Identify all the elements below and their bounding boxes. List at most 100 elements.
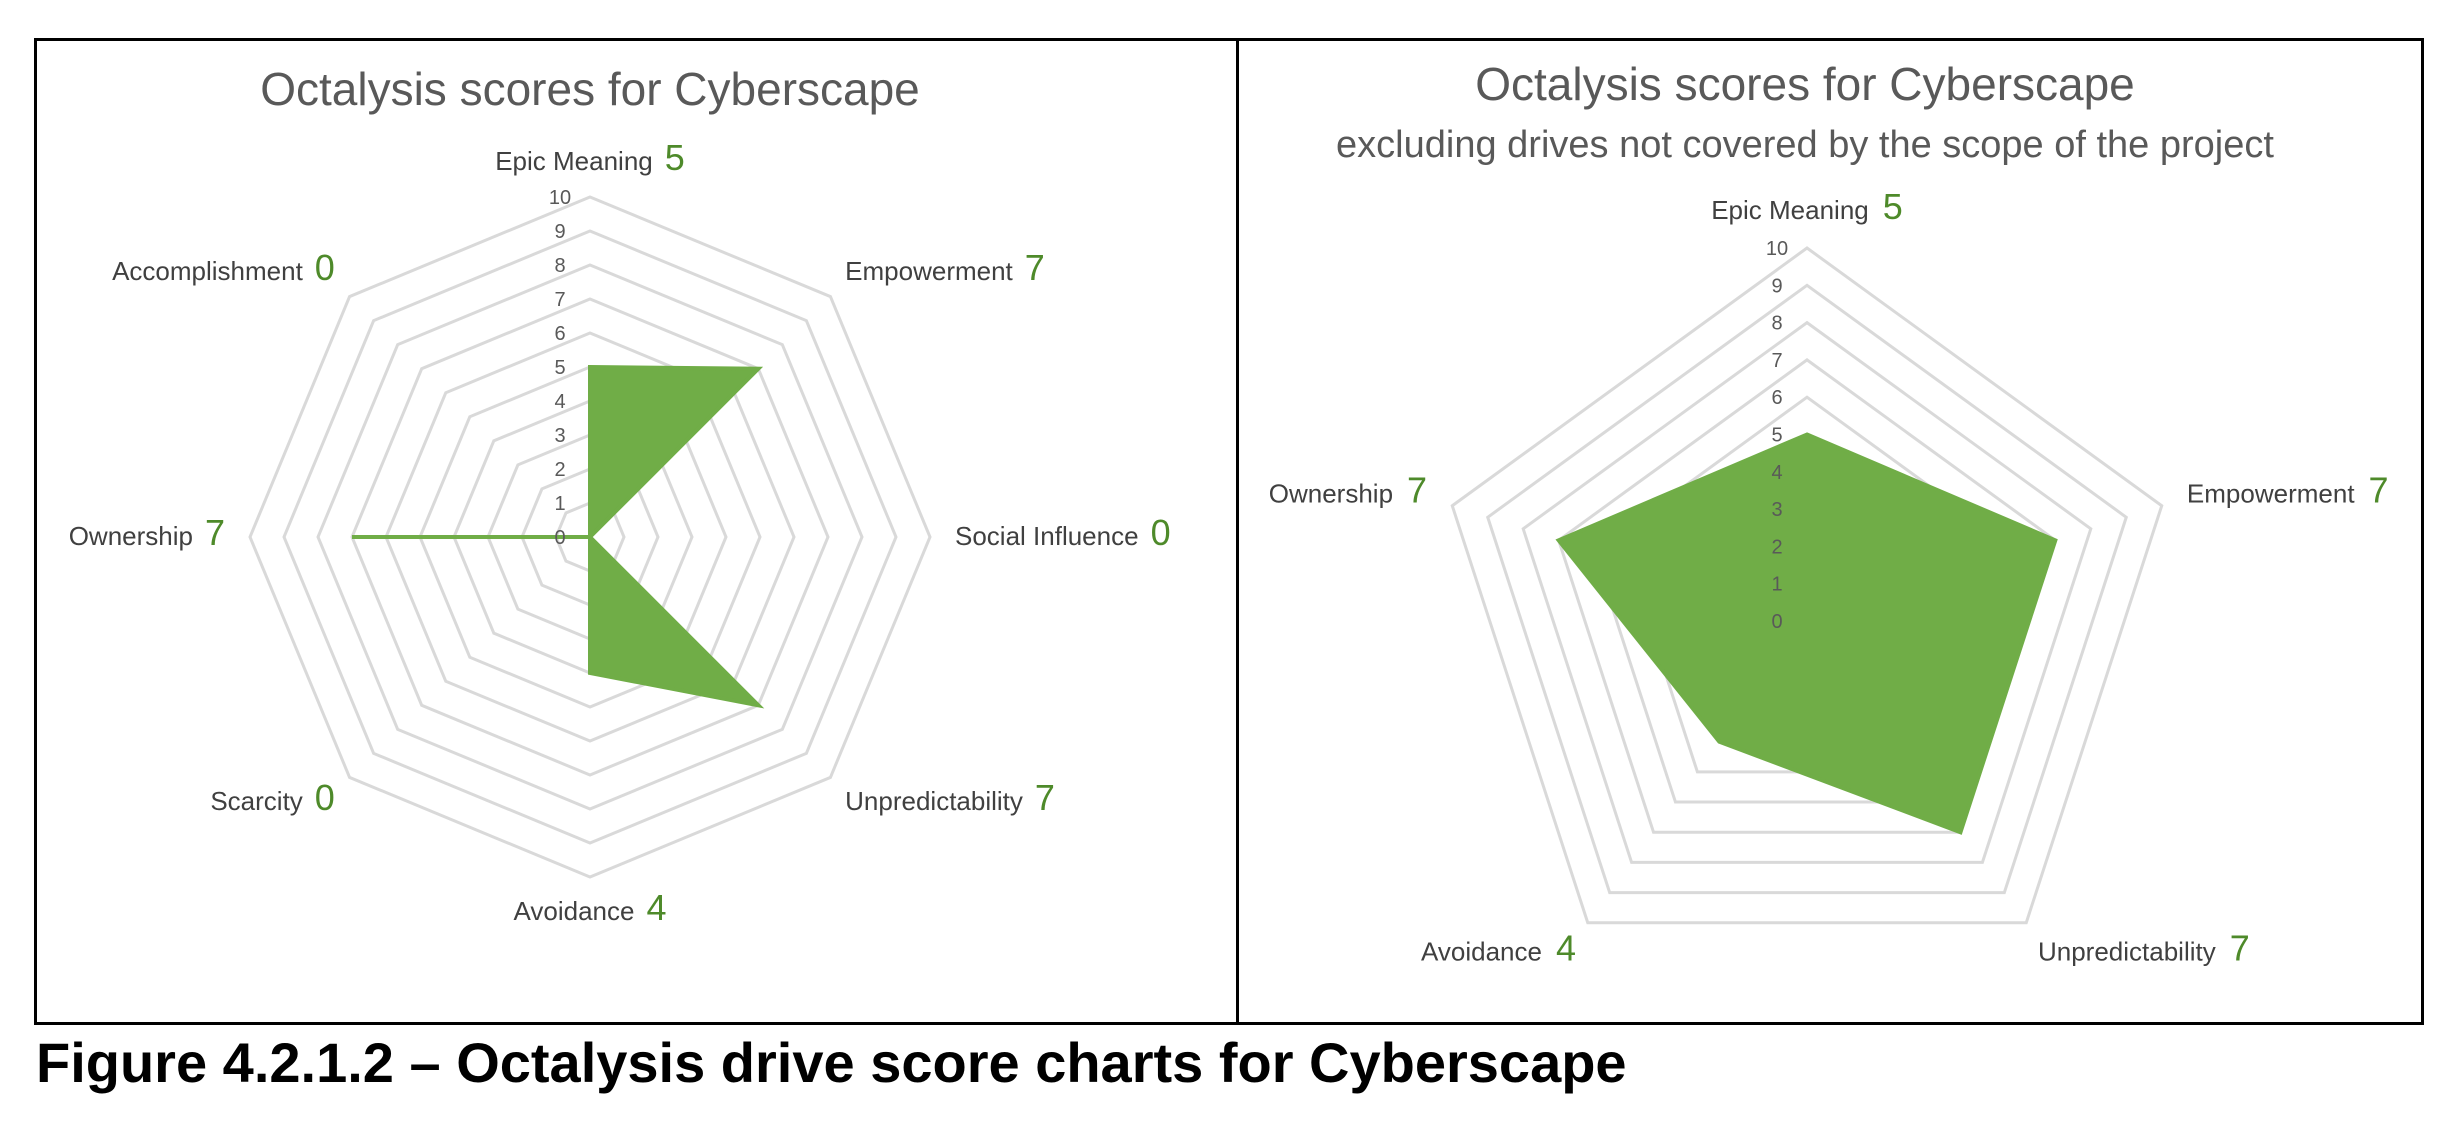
category-empowerment: Empowerment 7: [845, 247, 1045, 288]
tick-label-5: 5: [554, 357, 565, 379]
tick-label-7: 7: [554, 289, 565, 311]
grid-ring-8: [1521, 320, 2093, 864]
value-label: 4: [646, 887, 666, 928]
value-label: 0: [1151, 512, 1171, 553]
tick-label-4: 4: [1771, 462, 1782, 484]
grid-ring-9: [1485, 283, 2129, 895]
tick-label-9: 9: [554, 221, 565, 243]
value-label: 5: [665, 137, 685, 178]
grid-ring-6: [384, 331, 796, 743]
tick-label-8: 8: [554, 255, 565, 277]
category-epic-meaning: Epic Meaning 5: [1711, 186, 1903, 227]
tick-label-7: 7: [1771, 350, 1782, 372]
radial-tick-labels: 0 1 2 3 4 5 6 7 8 9 10: [1766, 238, 1788, 633]
category-empowerment: Empowerment 7: [2187, 469, 2389, 510]
radar-series: [352, 364, 765, 709]
radar-chart-five-drives: Octalysis scores for Cyberscape excludin…: [1269, 58, 2389, 969]
value-label: 7: [2369, 469, 2389, 510]
value-label: 7: [2230, 928, 2250, 969]
tick-label-1: 1: [554, 493, 565, 515]
chart-subtitle: excluding drives not covered by the scop…: [1336, 124, 2274, 166]
category-ownership: Ownership 7: [69, 512, 225, 553]
chart-title: Octalysis scores for Cyberscape: [1475, 58, 2135, 110]
category-label: Epic Meaning: [495, 146, 653, 176]
category-label: Empowerment: [845, 256, 1013, 286]
chart-title: Octalysis scores for Cyberscape: [260, 63, 920, 115]
category-unpredictability: Unpredictability 7: [2038, 928, 2250, 969]
category-label: Avoidance: [1421, 937, 1542, 967]
category-label: Epic Meaning: [1711, 195, 1869, 225]
tick-label-8: 8: [1771, 313, 1782, 335]
series-area: [352, 364, 765, 709]
value-label: 0: [315, 247, 335, 288]
grid-ring-7: [1556, 358, 2058, 834]
tick-label-1: 1: [1771, 574, 1782, 596]
tick-label-0: 0: [1771, 611, 1782, 633]
category-label: Empowerment: [2187, 478, 2355, 508]
category-label: Unpredictability: [845, 786, 1023, 816]
tick-label-6: 6: [1771, 387, 1782, 409]
tick-label-10: 10: [549, 187, 571, 209]
grid-ring-8: [316, 263, 864, 811]
tick-label-0: 0: [554, 527, 565, 549]
grid-ring-5: [418, 365, 762, 709]
figure-frame: [34, 38, 2424, 1025]
category-label: Unpredictability: [2038, 937, 2216, 967]
tick-label-5: 5: [1771, 425, 1782, 447]
tick-label-9: 9: [1771, 275, 1782, 297]
category-epic-meaning: Epic Meaning 5: [495, 137, 685, 178]
tick-label-3: 3: [554, 425, 565, 447]
value-label: 7: [205, 512, 225, 553]
category-labels: Epic Meaning 5 Empowerment 7 Social Influenc…: [69, 137, 1171, 928]
category-social-influence: Social Influence 0: [955, 512, 1171, 553]
category-label: Scarcity: [210, 786, 302, 816]
radar-series: [1555, 432, 2058, 835]
category-avoidance: Avoidance 4: [1421, 928, 1576, 969]
value-label: 7: [1035, 777, 1055, 818]
tick-label-10: 10: [1766, 238, 1788, 260]
category-avoidance: Avoidance 4: [514, 887, 667, 928]
category-ownership: Ownership 7: [1269, 469, 1427, 510]
category-label: Avoidance: [514, 896, 635, 926]
tick-label-3: 3: [1771, 499, 1782, 521]
radar-chart-eight-drives: Octalysis scores for Cyberscape 0 1 2 3 4 5 6 7…: [69, 63, 1171, 928]
category-label: Social Influence: [955, 521, 1139, 551]
value-label: 5: [1883, 186, 1903, 227]
tick-label-2: 2: [1771, 536, 1782, 558]
value-label: 7: [1025, 247, 1045, 288]
grid-ring-7: [350, 297, 830, 777]
figure-caption: Figure 4.2.1.2 – Octalysis drive score c…: [36, 1031, 1627, 1094]
category-label: Accomplishment: [112, 256, 304, 286]
category-scarcity: Scarcity 0: [210, 777, 335, 818]
grid-ring-10: [1450, 246, 2164, 925]
grid-ring-9: [282, 229, 898, 845]
category-label: Ownership: [1269, 478, 1393, 508]
tick-label-4: 4: [554, 391, 565, 413]
value-label: 4: [1556, 928, 1576, 969]
grid-ring-10: [248, 195, 932, 879]
series-area: [1555, 432, 2058, 835]
category-unpredictability: Unpredictability 7: [845, 777, 1055, 818]
radial-tick-labels: 0 1 2 3 4 5 6 7 8 9 10: [549, 187, 571, 549]
panel-divider: [1236, 41, 1239, 1022]
value-label: 7: [1407, 469, 1427, 510]
radar-charts: Octalysis scores for Cyberscape 0 1 2 3 4 5 6 7…: [69, 58, 2389, 969]
value-label: 0: [315, 777, 335, 818]
category-label: Ownership: [69, 521, 193, 551]
tick-label-6: 6: [554, 323, 565, 345]
tick-label-2: 2: [554, 459, 565, 481]
category-accomplishment: Accomplishment 0: [112, 247, 335, 288]
